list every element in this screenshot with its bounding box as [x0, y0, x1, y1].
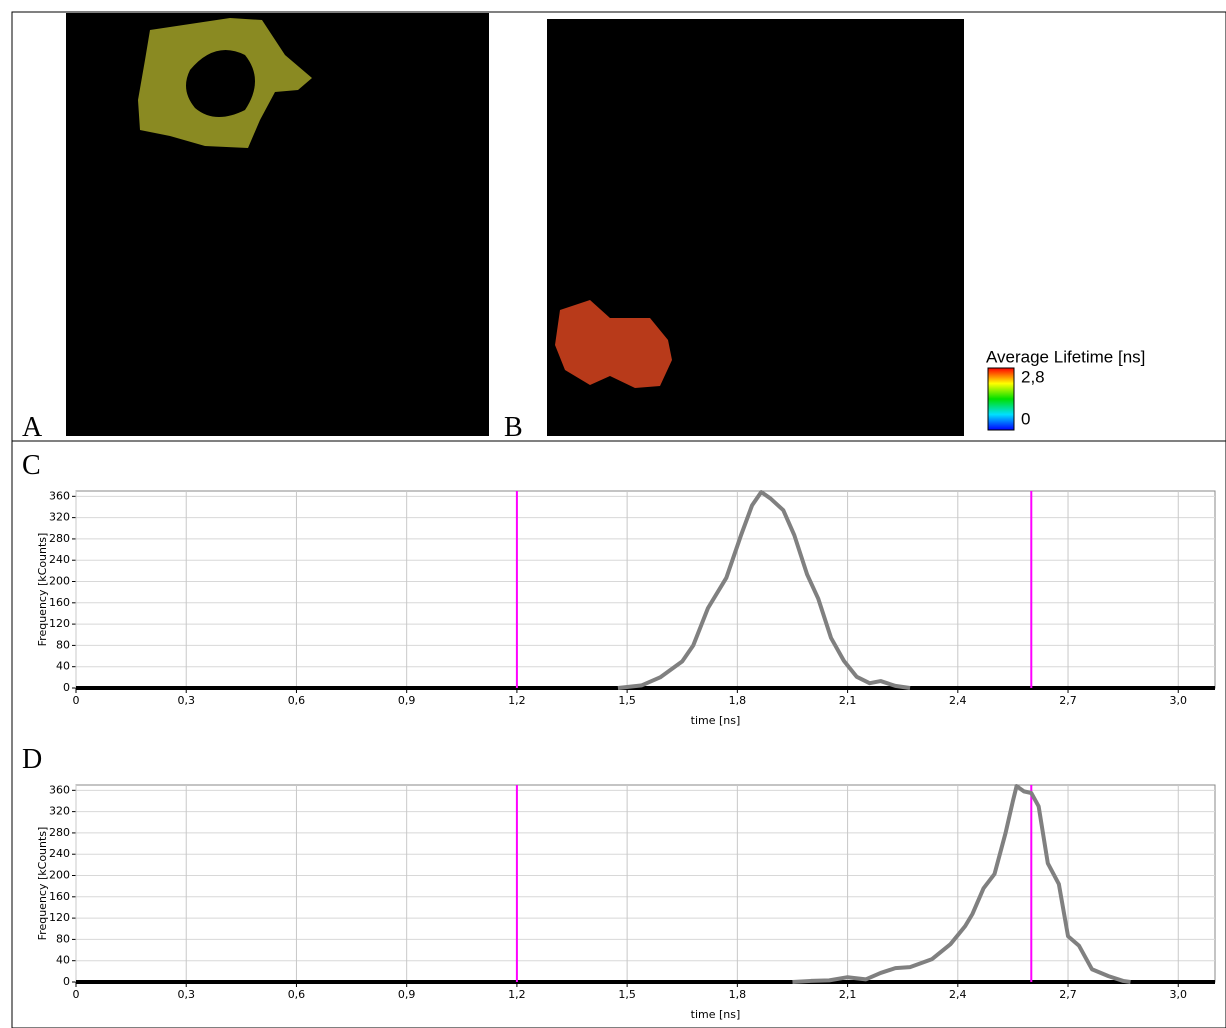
- y-tick-label: 360: [49, 783, 70, 796]
- y-tick-label: 200: [49, 575, 70, 588]
- x-tick-label: 1,2: [508, 988, 526, 1001]
- y-tick-label: 80: [56, 638, 70, 651]
- x-tick-label: 2,7: [1059, 988, 1077, 1001]
- x-tick-label: 1,8: [729, 988, 747, 1001]
- y-tick-label: 320: [49, 511, 70, 524]
- x-tick-label: 1,5: [618, 694, 636, 707]
- x-tick-label: 2,4: [949, 988, 967, 1001]
- colorbar: [988, 368, 1014, 430]
- panel-label: B: [504, 412, 523, 443]
- y-tick-label: 280: [49, 532, 70, 545]
- x-tick-label: 0,3: [177, 988, 195, 1001]
- x-tick-label: 0: [73, 694, 80, 707]
- x-tick-label: 0,3: [177, 694, 195, 707]
- y-tick-label: 240: [49, 847, 70, 860]
- y-axis-label: Frequency [kCounts]: [36, 533, 49, 647]
- x-tick-label: 0,6: [288, 988, 306, 1001]
- x-tick-label: 2,1: [839, 988, 857, 1001]
- y-tick-label: 120: [49, 911, 70, 924]
- y-tick-label: 0: [63, 681, 70, 694]
- y-tick-label: 160: [49, 890, 70, 903]
- y-tick-label: 360: [49, 489, 70, 502]
- x-axis-label: time [ns]: [691, 714, 741, 727]
- colorbar-tick-label: 2,8: [1021, 367, 1045, 386]
- panel-label: D: [22, 744, 42, 775]
- y-tick-label: 320: [49, 805, 70, 818]
- x-tick-label: 0: [73, 988, 80, 1001]
- x-tick-label: 2,4: [949, 694, 967, 707]
- x-tick-label: 1,2: [508, 694, 526, 707]
- x-tick-label: 2,7: [1059, 694, 1077, 707]
- panel-label: A: [22, 412, 43, 443]
- plot-area: [76, 785, 1215, 982]
- x-tick-label: 0,9: [398, 988, 416, 1001]
- y-tick-label: 200: [49, 869, 70, 882]
- colorbar-title: Average Lifetime [ns]: [986, 347, 1145, 366]
- colorbar-tick-label: 0: [1021, 409, 1030, 428]
- y-tick-label: 40: [56, 954, 70, 967]
- figure: A B Average Lifetime [ns] 2,8 0 C 0 40 80 120 1…: [0, 0, 1226, 1028]
- x-tick-label: 3,0: [1170, 694, 1188, 707]
- x-axis-label: time [ns]: [691, 1008, 741, 1021]
- y-tick-label: 0: [63, 975, 70, 988]
- x-tick-label: 1,8: [729, 694, 747, 707]
- y-tick-label: 80: [56, 932, 70, 945]
- x-tick-label: 1,5: [618, 988, 636, 1001]
- x-tick-label: 2,1: [839, 694, 857, 707]
- y-tick-label: 120: [49, 617, 70, 630]
- x-tick-label: 0,9: [398, 694, 416, 707]
- x-tick-label: 3,0: [1170, 988, 1188, 1001]
- x-tick-label: 0,6: [288, 694, 306, 707]
- panel-label: C: [22, 450, 41, 481]
- y-tick-label: 280: [49, 826, 70, 839]
- plot-area: [76, 491, 1215, 688]
- y-tick-label: 240: [49, 553, 70, 566]
- y-tick-label: 40: [56, 660, 70, 673]
- y-axis-label: Frequency [kCounts]: [36, 827, 49, 941]
- y-tick-label: 160: [49, 596, 70, 609]
